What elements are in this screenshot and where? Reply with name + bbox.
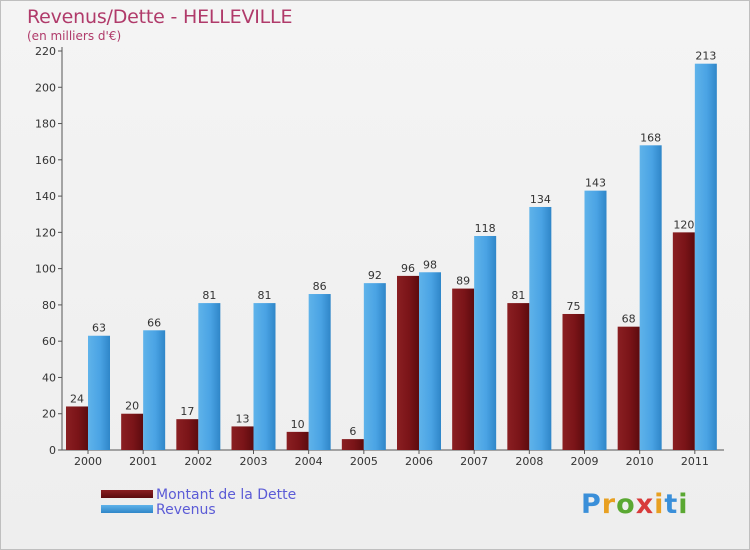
x-tick-label: 2011 <box>681 455 709 468</box>
bar-debt <box>121 413 144 450</box>
logo-letter: P <box>581 489 602 520</box>
bar-debt <box>286 431 309 450</box>
bar-revenus <box>143 330 166 450</box>
bar-revenus <box>474 235 497 450</box>
data-label-revenus: 98 <box>423 258 437 271</box>
x-tick-label: 2006 <box>405 455 433 468</box>
legend-label-debt: Montant de la Dette <box>156 487 297 503</box>
data-label-revenus: 66 <box>147 316 161 329</box>
bar-debt <box>452 288 475 450</box>
bar-debt <box>672 232 695 450</box>
chart-title: Revenus/Dette - HELLEVILLE <box>27 6 293 28</box>
legend-swatch-debt <box>101 490 153 498</box>
bar-debt <box>231 426 254 450</box>
legend-label-revenus: Revenus <box>156 502 216 518</box>
data-label-revenus: 92 <box>368 269 382 282</box>
x-tick-label: 2003 <box>240 455 268 468</box>
chart-axes: 0 20 40 60 80 100 120 140 160 180 200 220 <box>35 45 724 457</box>
bar-revenus <box>584 190 607 450</box>
logo-letter: o <box>616 489 636 520</box>
data-label-debt: 13 <box>236 412 250 425</box>
data-label-revenus: 81 <box>202 289 216 302</box>
y-tick-label: 160 <box>35 154 56 167</box>
data-label-revenus: 168 <box>640 131 661 144</box>
bar-debt <box>66 406 88 450</box>
data-label-debt: 96 <box>401 262 415 275</box>
chart-subtitle: (en milliers d'€) <box>27 29 122 43</box>
y-tick-label: 80 <box>42 299 56 312</box>
bar-debt <box>562 313 585 450</box>
data-label-debt: 75 <box>567 300 581 313</box>
data-label-debt: 20 <box>125 400 139 413</box>
bar-revenus <box>639 145 662 451</box>
chart-labels: 24 63 2000 20 66 2001 17 81 2002 13 81 2003 10 86 2004… <box>70 50 716 468</box>
data-label-revenus: 134 <box>530 193 551 206</box>
data-label-debt: 17 <box>180 405 194 418</box>
x-tick-label: 2002 <box>184 455 212 468</box>
y-tick-label: 140 <box>35 190 56 203</box>
data-label-debt: 81 <box>511 289 525 302</box>
bar-revenus <box>694 63 717 450</box>
bar-debt <box>397 275 419 450</box>
y-tick-label: 220 <box>35 45 56 58</box>
bar-revenus <box>363 283 386 450</box>
data-label-debt: 24 <box>70 392 84 405</box>
data-label-revenus: 81 <box>258 289 272 302</box>
bar-debt <box>176 419 199 450</box>
data-label-revenus: 143 <box>585 177 606 190</box>
x-tick-label: 2001 <box>129 455 157 468</box>
chart-bars <box>66 63 717 451</box>
bar-debt <box>617 326 640 450</box>
legend-swatch-revenus <box>101 505 153 513</box>
logo-letter: i <box>654 489 665 520</box>
x-tick-label: 2004 <box>295 455 323 468</box>
bar-debt <box>341 439 364 450</box>
y-tick-label: 60 <box>42 335 56 348</box>
y-tick-label: 200 <box>35 81 56 94</box>
logo-letter: t <box>664 489 679 520</box>
y-tick-label: 0 <box>49 444 56 457</box>
bar-revenus <box>529 206 552 450</box>
x-tick-label: 2000 <box>74 455 102 468</box>
data-label-debt: 10 <box>291 418 305 431</box>
bar-debt <box>507 303 530 450</box>
data-label-revenus: 86 <box>313 280 327 293</box>
logo-letter: r <box>601 489 617 520</box>
bar-revenus <box>198 303 221 450</box>
bar-revenus <box>253 303 276 450</box>
x-tick-label: 2007 <box>460 455 488 468</box>
proxiti-logo: Proxiti <box>581 489 689 520</box>
data-label-debt: 6 <box>349 425 356 438</box>
y-tick-label: 40 <box>42 371 56 384</box>
bar-revenus <box>308 294 331 450</box>
y-tick-label: 180 <box>35 118 56 131</box>
bar-revenus <box>88 335 110 450</box>
y-tick-label: 120 <box>35 226 56 239</box>
y-tick-label: 100 <box>35 263 56 276</box>
x-tick-label: 2009 <box>571 455 599 468</box>
x-tick-label: 2005 <box>350 455 378 468</box>
logo-letter: i <box>678 489 689 520</box>
data-label-debt: 89 <box>456 275 470 288</box>
x-tick-label: 2010 <box>626 455 654 468</box>
x-tick-label: 2008 <box>515 455 543 468</box>
data-label-debt: 120 <box>673 218 694 231</box>
bar-revenus <box>419 272 441 450</box>
data-label-debt: 68 <box>622 313 636 326</box>
y-tick-label: 20 <box>42 408 56 421</box>
data-label-revenus: 63 <box>92 322 106 335</box>
data-label-revenus: 213 <box>695 50 716 63</box>
data-label-revenus: 118 <box>475 222 496 235</box>
logo-letter: x <box>635 489 655 520</box>
